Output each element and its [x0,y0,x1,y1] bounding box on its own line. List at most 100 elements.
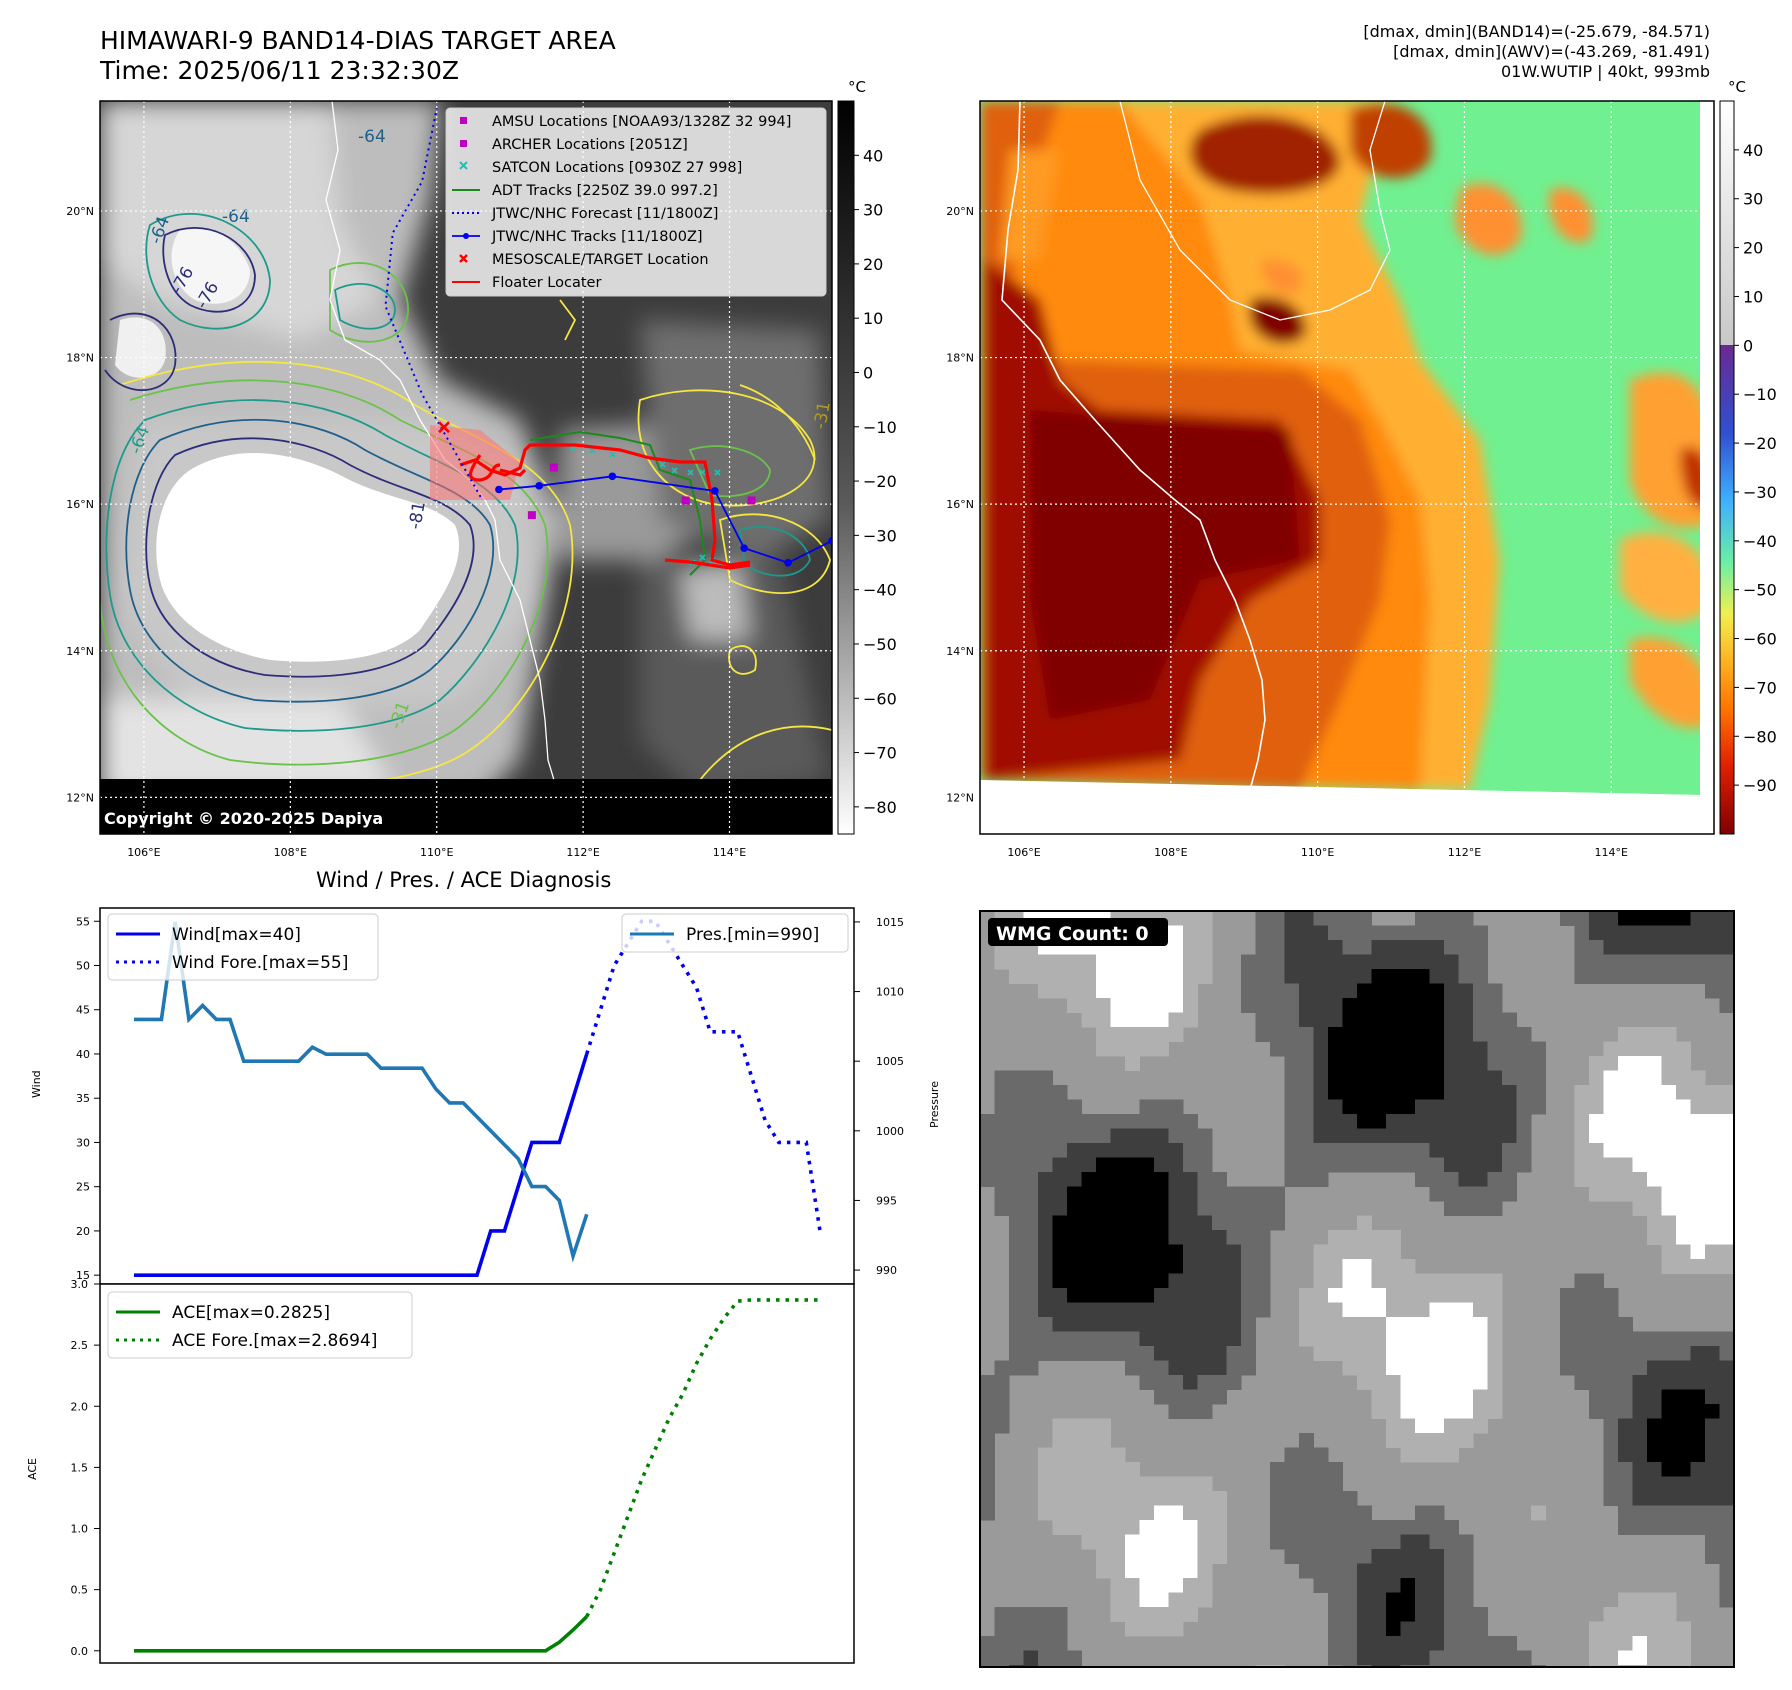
amsu-markers [527,463,756,520]
colorbar-tick-label: 20 [863,255,883,274]
pressure-tick-label: 1000 [876,1125,904,1138]
legend-wind: Wind[max=40] [172,925,301,945]
lon-tick-label: 106°E [1007,846,1040,859]
ace-chart: 0.0 0.5 1.0 1.5 2.0 2.5 3.0 ACE ACE[max=0.2825… [26,1278,855,1664]
colorbar-tick-label: 40 [863,146,883,165]
ace-series [134,1298,820,1653]
ace-tick-label: 1.0 [71,1523,89,1536]
ace-legend: ACE[max=0.2825] ACE Fore.[max=2.8694] [107,1291,413,1359]
lat-tick-label: 16°N [946,498,974,511]
colorbar-tick-label: −80 [863,798,897,817]
wind-tick-label: 40 [76,1048,90,1061]
colorbar-tick-label: −50 [1743,581,1777,600]
jtwc-track-point [608,472,617,481]
colorbar-tick-label: 10 [863,309,883,328]
awv-colorbar-ticks: 40 30 20 10 0 −10 −20 −30 −40 −50 −60 −70 −80 −90 [1734,141,1777,795]
jtwc-track-point [740,544,748,552]
legend-meso: MESOSCALE/TARGET Location [492,252,709,268]
colorbar-tick-label: −70 [863,744,897,763]
lat-tick-label: 12°N [66,791,94,804]
ace-y-label: ACE [26,1458,39,1480]
legend-ace: ACE[max=0.2825] [172,1303,330,1323]
lat-tick-label: 18°N [946,352,974,365]
awv-gridlines [980,101,1714,834]
awv-no-data [980,780,1714,834]
amsu-marker [549,463,558,472]
storm-info: 01W.WUTIP | 40kt, 993mb [1500,62,1710,81]
pressure-tick-label: 1010 [876,986,904,999]
wind-y-ticks: 15 20 25 30 35 40 45 50 55 [76,915,100,1282]
awv-frame [979,100,1715,835]
colorbar-tick-label: 40 [1743,141,1763,160]
jtwc-track-point [535,482,543,490]
floater-track [459,443,751,570]
awv-colorbar-unit: °C [1728,78,1746,96]
ace-tick-label: 2.0 [71,1400,89,1413]
lat-tick-label: 14°N [66,645,94,658]
pressure-y-ticks: 990 995 1000 1005 1010 1015 [854,916,904,1277]
legend-adt: ADT Tracks [2250Z 39.0 997.2] [492,183,718,199]
awv-coastline [1001,101,1266,791]
meso-marker [438,421,450,434]
jtwc-track-point [784,558,792,567]
lon-tick-label: 112°E [1448,846,1481,859]
series-line-0 [134,1053,589,1277]
legend-forecast: JTWC/NHC Forecast [11/1800Z] [491,206,718,222]
wind-tick-label: 25 [76,1181,90,1194]
wind-tick-label: 35 [76,1092,90,1105]
contour-label: -64 [222,207,250,227]
pressure-y-label: Pressure [928,1081,941,1128]
legend-satcon-marker [459,161,468,170]
wind-pressure-chart: 15 20 25 30 35 40 45 50 55 990 995 1000 1005 1010 101… [30,907,941,1285]
ir-map-panel: -64 -64 -64 -76 -76 -64 -81 -31 -31 Copy… [66,100,897,859]
colorbar-tick-label: 10 [1743,287,1763,306]
awv-map-panel: 106°E 108°E 110°E 112°E 114°E 20°N 18°N 16°N 14°… [946,100,1777,859]
legend-ace-fore: ACE Fore.[max=2.8694] [172,1331,377,1351]
colorbar-tick-label: 20 [1743,239,1763,258]
ir-colorbar-unit: °C [848,78,866,96]
colorbar-tick-label: −80 [1743,727,1777,746]
ace-y-ticks: 0.0 0.5 1.0 1.5 2.0 2.5 3.0 [71,1278,100,1658]
wind-tick-label: 55 [76,915,90,928]
wmg-count-label: WMG Count: 0 [996,923,1149,945]
ace-tick-label: 0.0 [71,1645,89,1658]
wmg-panel: WMG Count: 0 [979,910,1735,1668]
awv-axis-ticks: 106°E 108°E 110°E 112°E 114°E 20°N 18°N 16°N 14°… [946,205,1628,859]
colorbar-tick-label: 0 [1743,336,1753,355]
colorbar-tick-label: 0 [863,363,873,382]
wind-tick-label: 30 [76,1136,90,1149]
jtwc-track-points [495,472,832,567]
lon-tick-label: 110°E [1301,846,1334,859]
colorbar-tick-label: −90 [1743,776,1777,795]
contour-label: -64 [358,127,386,147]
colorbar-tick-label: −70 [1743,678,1777,697]
pressure-tick-label: 1005 [876,1055,904,1068]
cdo-cold-cloud [156,453,460,662]
pressure-legend: Pres.[min=990] [621,913,849,953]
lon-tick-label: 108°E [274,846,307,859]
meso-target-marker [438,421,450,434]
ir-axis-ticks: 106°E 108°E 110°E 112°E 114°E 20°N 18°N 16°N 14°… [66,205,746,859]
jtwc-track-point [828,537,832,545]
colorbar-tick-label: −60 [863,689,897,708]
pressure-tick-label: 990 [876,1264,897,1277]
awv-cloud-field [980,101,1714,790]
wind-tick-label: 15 [76,1269,90,1282]
chart-time: Time: 2025/06/11 23:32:30Z [100,56,459,85]
colorbar-tick-label: −60 [1743,630,1777,649]
colorbar-tick-label: −30 [863,526,897,545]
colorbar-tick-label: −10 [1743,385,1777,404]
ace-series-line-0 [134,1615,589,1653]
lon-tick-label: 114°E [713,846,746,859]
wind-legend: Wind[max=40] Wind Fore.[max=55] [107,913,379,981]
legend-meso-marker [459,254,468,263]
ir-tracks [384,108,832,576]
wmg-pixel-field [980,911,1734,1667]
jtwc-track-point [711,487,719,495]
legend-track: JTWC/NHC Tracks [11/1800Z] [491,229,703,245]
ir-legend: AMSU Locations [NOAA93/1328Z 32 994] ARC… [445,107,827,297]
colorbar-tick-label: −20 [863,472,897,491]
wmg-frame [979,910,1735,1668]
colorbar-tick-label: −50 [863,635,897,654]
colorbar-tick-label: 30 [863,201,883,220]
